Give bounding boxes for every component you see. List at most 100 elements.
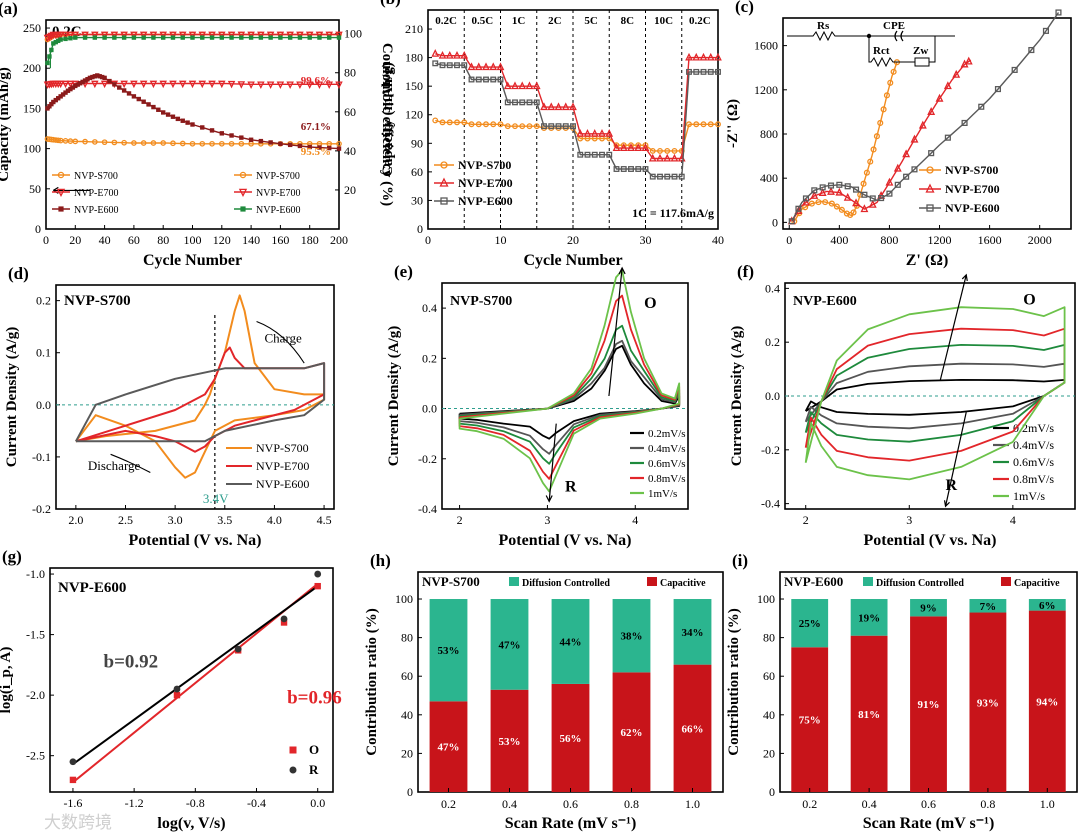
data-point	[504, 123, 511, 130]
data-point	[81, 31, 89, 40]
bar-label-capacitive: 53%	[499, 736, 521, 748]
data-point	[649, 147, 656, 154]
legend-label: NVP-S700	[458, 158, 511, 172]
data-point	[468, 121, 475, 128]
y-tick-label: 120	[405, 108, 423, 122]
legend-label: NVP-E700	[945, 182, 1000, 196]
y-tick-label: 100	[757, 592, 775, 606]
legend-swatch	[1001, 577, 1011, 586]
bar-label-diffusion: 6%	[1039, 600, 1056, 612]
data-point	[102, 35, 107, 40]
data-point	[53, 97, 58, 103]
bar-label-capacitive: 81%	[858, 709, 880, 721]
series-nvp-e700-efficiency	[47, 33, 339, 39]
bar-label-capacitive: 91%	[918, 699, 940, 711]
data-point	[287, 35, 293, 40]
data-point	[51, 41, 56, 46]
rate-label: 2C	[548, 15, 562, 27]
data-point	[325, 31, 333, 40]
data-point	[818, 188, 827, 196]
data-point	[278, 35, 283, 40]
rate-label: 5C	[584, 15, 598, 27]
data-point	[130, 80, 138, 89]
bar-capacitive	[490, 689, 529, 792]
data-point	[307, 35, 312, 40]
data-point	[327, 35, 332, 40]
data-point	[438, 50, 447, 59]
bar-label-diffusion: 25%	[799, 618, 821, 630]
data-point	[151, 104, 156, 110]
arrow-discharge	[110, 453, 151, 474]
data-point	[808, 200, 815, 207]
x-tick-label: -0.4	[247, 796, 266, 810]
annotation-o: O	[644, 295, 656, 312]
panel-label: (a)	[0, 0, 18, 18]
data-point	[642, 166, 649, 172]
legend-label: NVP-E700	[74, 188, 118, 199]
data-point	[497, 76, 504, 83]
x-tick-label: -0.8	[186, 796, 205, 810]
panel-f: (f) 2 3 4 -0.4 -0.2 0.0 0.2 0.4 Potential (V vs. …	[729, 262, 1076, 549]
data-point-o	[69, 776, 77, 784]
bar-capacitive	[551, 683, 590, 792]
arrow-reduction	[545, 423, 557, 503]
data-point-o	[280, 619, 288, 626]
x-tick-label: 2.0	[68, 513, 83, 527]
data-point	[307, 144, 312, 150]
data-point	[860, 180, 867, 187]
x-axis-label: Potential (V vs. Na)	[128, 532, 261, 549]
y-tick-label: 0	[407, 785, 413, 799]
rate-label: 8C	[621, 15, 635, 27]
data-point	[56, 80, 65, 89]
y-axis-label: log(i_p, A)	[0, 647, 14, 714]
panel-e: (e) 2 3 4 -0.4 -0.2 0.0 0.2 0.4 Potential (V vs. …	[386, 262, 689, 549]
data-point	[453, 50, 461, 59]
panel-label: (d)	[8, 264, 29, 283]
data-point	[475, 76, 482, 83]
data-point	[317, 145, 322, 150]
data-point	[671, 173, 678, 180]
data-point	[149, 80, 158, 89]
data-point	[68, 86, 73, 92]
annotation-potential: 3.4V	[203, 491, 229, 506]
data-point	[237, 81, 246, 89]
bar-diffusion	[673, 599, 712, 665]
data-point	[61, 31, 70, 40]
data-point	[700, 121, 707, 128]
data-point	[286, 31, 294, 40]
data-point	[496, 62, 505, 71]
data-point	[526, 123, 533, 130]
data-point	[136, 96, 141, 102]
data-point	[700, 68, 707, 75]
legend-marker	[926, 166, 934, 174]
data-point	[248, 35, 254, 40]
data-point	[228, 140, 235, 147]
data-point	[60, 92, 66, 97]
data-point	[45, 60, 50, 66]
legend-marker	[440, 161, 448, 169]
data-point	[918, 120, 927, 129]
data-point	[843, 210, 850, 217]
data-point	[161, 110, 166, 115]
data-point	[838, 206, 845, 213]
y-tick-label: 80	[344, 66, 356, 80]
x-tick-label: 0.2	[802, 797, 817, 811]
data-point	[461, 62, 468, 69]
y-axis-label: Contribution ratio (%)	[726, 608, 742, 756]
data-point	[73, 35, 78, 40]
data-point	[599, 151, 605, 158]
data-point	[878, 195, 885, 202]
data-point	[714, 52, 722, 61]
y-tick-label: 250	[23, 21, 41, 35]
data-point	[994, 86, 1002, 93]
data-point	[490, 121, 497, 128]
series-nvp-e700	[435, 53, 718, 160]
data-point	[894, 181, 901, 188]
data-point-r	[234, 645, 242, 653]
x-tick-label: 20	[69, 233, 81, 247]
data-point	[126, 91, 132, 96]
data-point	[87, 75, 93, 81]
y-tick-label: 0.2	[765, 335, 780, 349]
plot-frame	[49, 567, 334, 793]
data-point	[432, 117, 439, 124]
